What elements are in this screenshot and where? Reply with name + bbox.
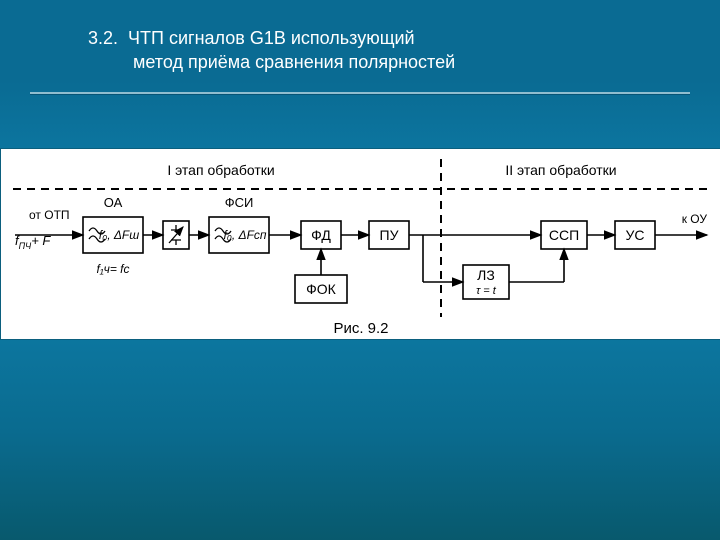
svg-text:I этап обработки: I этап обработки <box>167 162 274 178</box>
title-line1: ЧТП сигналов G1B использующий <box>128 28 415 48</box>
slide-title: 3.2. ЧТП сигналов G1B использующий метод… <box>88 26 455 75</box>
svg-text:f₁ч= fс: f₁ч= fс <box>96 262 129 276</box>
svg-text:к ОУ: к ОУ <box>682 212 708 226</box>
svg-text:ЛЗ: ЛЗ <box>477 267 495 283</box>
svg-text:Рис. 9.2: Рис. 9.2 <box>333 320 388 337</box>
svg-text:ПУ: ПУ <box>380 227 399 243</box>
svg-text:ФД: ФД <box>311 227 331 243</box>
title-rule <box>30 92 690 95</box>
svg-text:τ = t: τ = t <box>476 285 497 297</box>
figure-panel: I этап обработки II этап обработки от ОТП f… <box>0 148 720 340</box>
svg-text:ФОК: ФОК <box>306 281 337 297</box>
svg-text:УС: УС <box>625 227 644 243</box>
slide: 3.2. ЧТП сигналов G1B использующий метод… <box>0 0 720 540</box>
figure-svg: I этап обработки II этап обработки от ОТП f… <box>1 149 720 339</box>
svg-text:ОА: ОА <box>104 195 123 210</box>
svg-text:ФСИ: ФСИ <box>225 195 254 210</box>
svg-text:II этап обработки: II этап обработки <box>505 162 616 178</box>
svg-text:от ОТП: от ОТП <box>29 208 70 222</box>
title-line2: метод приёма сравнения полярностей <box>133 52 455 72</box>
title-number: 3.2. <box>88 28 118 48</box>
svg-text:ССП: ССП <box>549 227 579 243</box>
